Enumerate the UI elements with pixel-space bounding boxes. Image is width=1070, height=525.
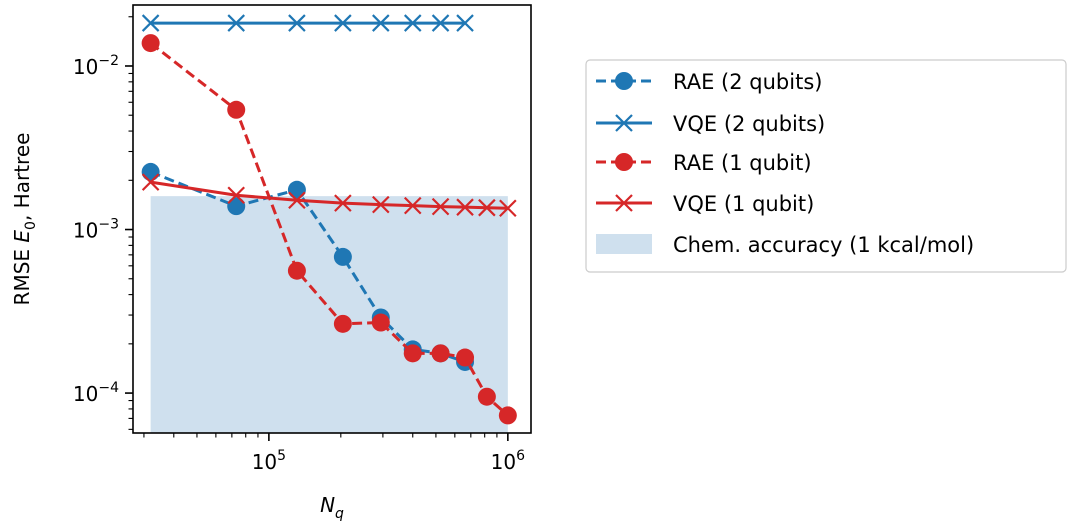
legend-swatch-shaded [596,234,652,254]
data-point-1-0 [141,14,160,32]
data-point-0-3 [333,247,352,266]
series-2 [141,34,517,425]
data-point-0-2 [287,180,306,199]
axes: 105 106 10−2 10−3 10−4 Nq RMSE E0, Hartree [10,4,532,522]
legend-marker-2 [615,153,633,171]
series-line-2 [149,41,509,417]
axes-frame [132,4,532,434]
legend-label-2: RAE (1 qubit) [673,151,812,175]
data-point-0-0 [141,162,160,181]
data-point-2-2 [287,261,306,280]
data-point-2-1 [227,100,246,119]
legend-item-3: VQE (1 qubit) [596,192,814,216]
y-tick-label-2: 10−4 [73,380,119,406]
data-point-1-2 [288,14,306,32]
data-point-1-7 [456,14,474,32]
data-point-2-0 [141,34,160,53]
legend-marker-3 [615,194,633,212]
legend-marker-1 [615,114,633,132]
legend-item-shaded: Chem. accuracy (1 kcal/mol) [596,233,974,257]
data-point-3-6 [431,197,450,216]
data-point-3-4 [372,195,390,214]
data-point-1-4 [372,14,390,32]
data-point-2-5 [403,344,422,363]
legend-item-2: RAE (1 qubit) [596,151,812,175]
data-point-1-5 [403,14,422,32]
legend-label-shaded: Chem. accuracy (1 kcal/mol) [673,233,974,257]
data-point-2-9 [498,406,517,425]
data-point-3-0 [141,173,160,191]
data-point-3-9 [499,199,517,217]
data-point-1-3 [334,14,352,32]
x-tick-label-0: 105 [252,448,286,474]
y-axis-label: RMSE E0, Hartree [10,133,39,306]
legend-label-0: RAE (2 qubits) [673,70,822,94]
data-point-2-3 [333,314,352,333]
data-point-3-1 [227,186,245,205]
data-point-2-4 [371,313,390,332]
data-point-3-7 [456,198,474,216]
data-point-2-6 [431,344,450,363]
data-point-2-8 [477,387,496,406]
legend-marker-0 [615,72,633,90]
legend-item-1: VQE (2 qubits) [596,112,825,136]
legend-item-0: RAE (2 qubits) [596,70,822,94]
data-point-2-7 [456,348,475,367]
chem-accuracy-region [150,196,508,433]
y-tick-label-1: 10−3 [73,217,119,243]
series-1 [141,14,474,32]
series-3 [141,173,517,217]
data-point-3-8 [478,198,496,217]
legend-label-1: VQE (2 qubits) [673,112,825,136]
legend-box [585,59,1067,273]
data-point-1-1 [227,14,245,32]
y-tick-label-0: 10−2 [73,53,119,79]
plot-area [141,14,517,433]
data-point-3-5 [403,196,422,215]
x-axis-label: Nq [320,493,344,522]
x-tick-label-1: 106 [491,448,525,474]
data-point-0-1 [227,197,246,216]
data-point-1-6 [431,14,450,32]
data-point-3-2 [288,191,306,210]
legend: RAE (2 qubits) VQE (2 qubits) RAE (1 qubit… [585,59,1067,273]
data-point-3-3 [334,194,352,212]
series-line-3 [150,180,508,210]
legend-label-3: VQE (1 qubit) [673,192,814,216]
